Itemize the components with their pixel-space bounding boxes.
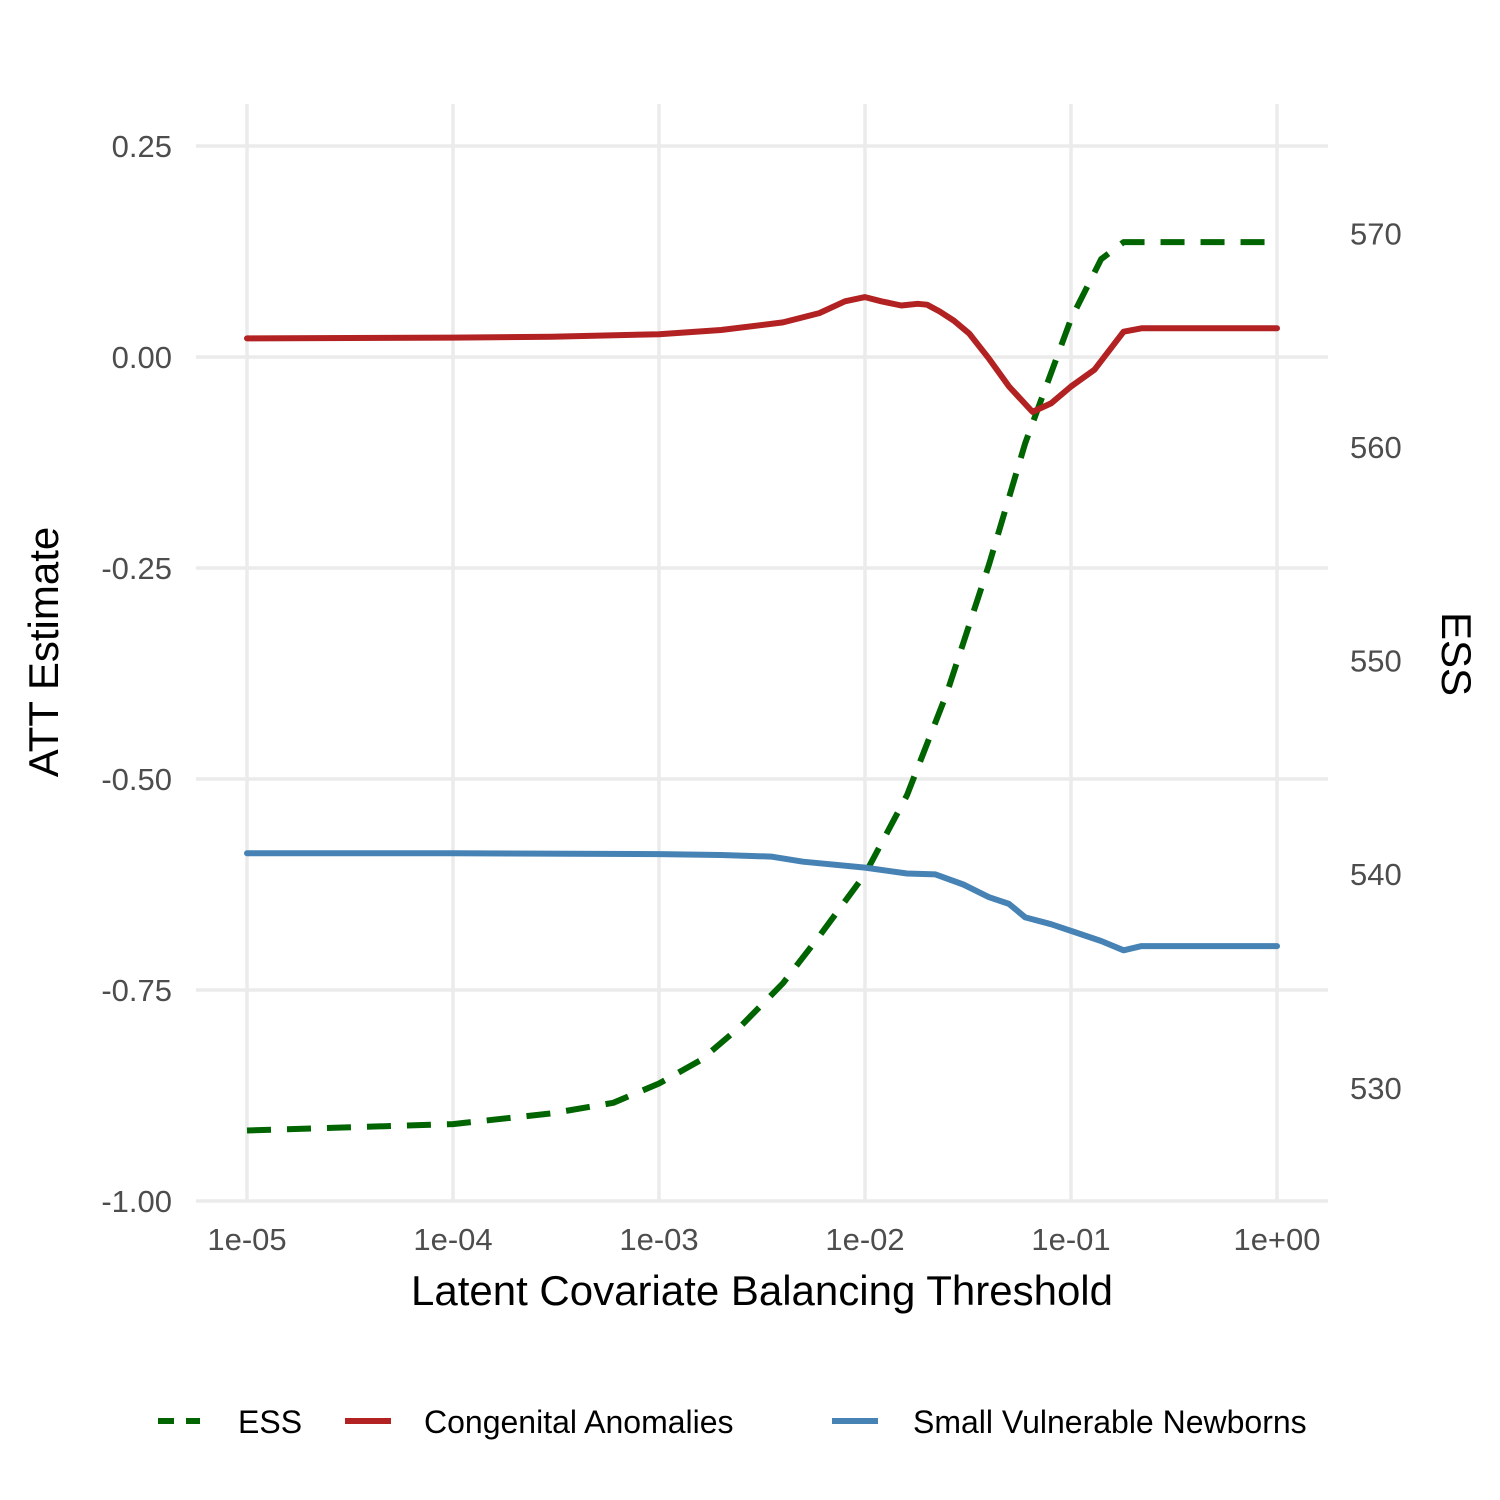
tick-labels: 1e-05 1e-04 1e-03 1e-02 1e-01 1e+00 0.25 0.00 -0… <box>101 129 1401 1257</box>
x-tick-label: 1e+00 <box>1233 1222 1320 1257</box>
y-tick-label-left: -0.50 <box>101 762 172 797</box>
y-tick-label-right: 550 <box>1350 644 1402 679</box>
series-lines <box>244 239 1280 1134</box>
x-tick-label: 1e-02 <box>825 1222 904 1257</box>
y-tick-label-left: 0.00 <box>112 340 172 375</box>
y-tick-label-left: -0.75 <box>101 973 172 1008</box>
y-axis-title-left: ATT Estimate <box>20 527 67 778</box>
x-tick-label: 1e-05 <box>207 1222 286 1257</box>
y-tick-label-right: 530 <box>1350 1071 1402 1106</box>
x-tick-label: 1e-01 <box>1031 1222 1110 1257</box>
y-tick-label-right: 570 <box>1350 217 1402 252</box>
y-tick-label-left: -1.00 <box>101 1184 172 1219</box>
x-tick-label: 1e-03 <box>619 1222 698 1257</box>
gridlines <box>196 104 1328 1203</box>
x-axis-title: Latent Covariate Balancing Threshold <box>411 1267 1113 1314</box>
legend-label-congenital-anomalies: Congenital Anomalies <box>424 1404 734 1440</box>
series-line-congenital-anomalies <box>244 294 1280 415</box>
legend-label-small-vulnerable-newborns: Small Vulnerable Newborns <box>913 1404 1307 1440</box>
y-axis-title-right: ESS <box>1433 612 1480 696</box>
series-line-ess <box>246 239 1277 1134</box>
y-tick-label-right: 540 <box>1350 857 1402 892</box>
legend: ESS Congenital Anomalies Small Vulnerabl… <box>158 1404 1307 1440</box>
y-tick-label-left: 0.25 <box>112 129 172 164</box>
series-line-small-vulnerable-newborns <box>244 850 1280 954</box>
y-tick-label-right: 560 <box>1350 430 1402 465</box>
y-tick-label-left: -0.25 <box>101 551 172 586</box>
legend-label-ess: ESS <box>238 1404 302 1440</box>
x-tick-label: 1e-04 <box>413 1222 492 1257</box>
